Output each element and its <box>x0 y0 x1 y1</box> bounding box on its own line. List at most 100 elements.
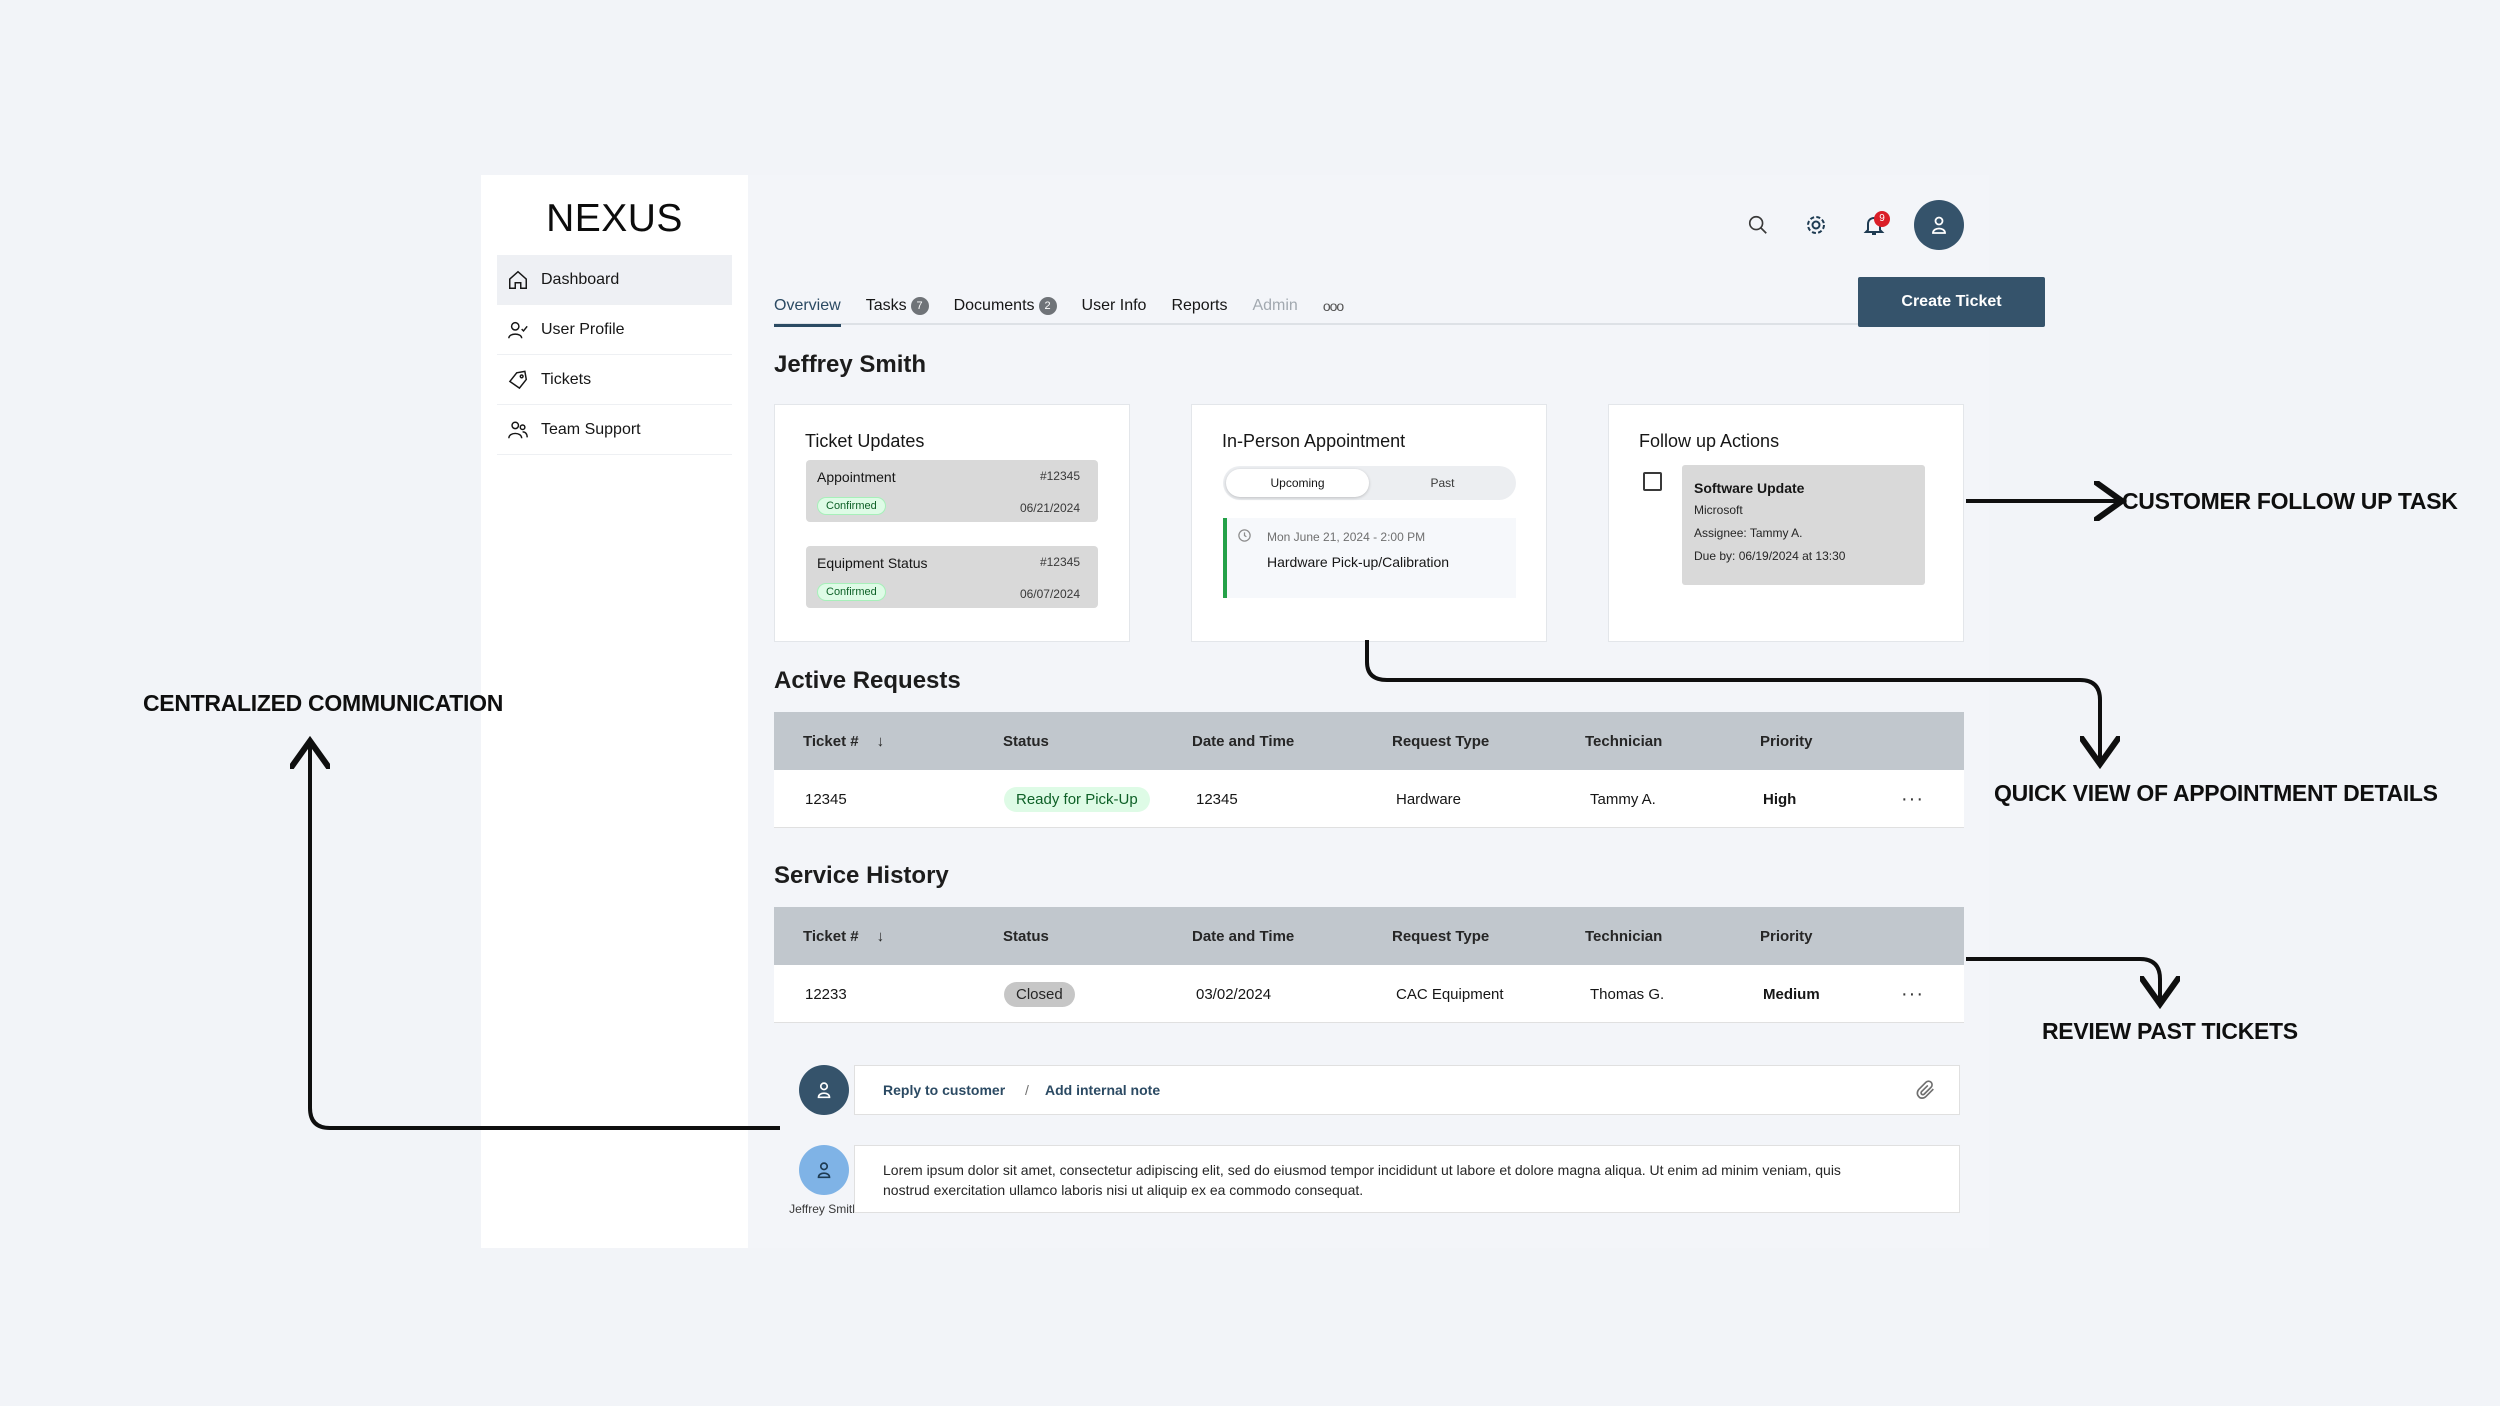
row-overflow-menu[interactable]: ··· <box>1901 982 1924 1005</box>
ticket-number: 12233 <box>805 985 847 1003</box>
tab-count-badge: 2 <box>1038 297 1057 315</box>
ticket-update-label: Appointment <box>817 469 896 485</box>
appointment-title: Hardware Pick-up/Calibration <box>1267 554 1450 570</box>
arrow-past-tickets <box>1966 957 2160 1000</box>
tab-label: Overview <box>774 297 841 314</box>
annotation-past-tickets: REVIEW PAST TICKETS <box>2042 1018 2298 1044</box>
gear-icon <box>1807 216 1825 234</box>
user-check-icon <box>508 321 528 338</box>
appointment-segmented-control: Upcoming Past <box>1223 466 1516 500</box>
task-due-date: Due by: 06/19/2024 at 13:30 <box>1694 549 1846 563</box>
table-header: Ticket # ↓ Status Date and Time Request T… <box>774 907 1964 965</box>
priority-cell: High <box>1763 790 1797 808</box>
logo: NEXUS <box>546 197 683 240</box>
ticket-icon <box>508 369 528 389</box>
task-title: Software Update <box>1694 480 1805 496</box>
ticket-update-id: #12345 <box>1039 555 1080 569</box>
tab-user-info[interactable]: User Info <box>1082 287 1147 325</box>
column-header-priority: Priority <box>1760 927 1813 945</box>
column-header-datetime: Date and Time <box>1192 732 1295 750</box>
card-title: Follow up Actions <box>1639 431 1780 451</box>
appointment-time: Mon June 21, 2024 - 2:00 PM <box>1267 530 1426 544</box>
agent-avatar <box>799 1065 849 1115</box>
tab-reports[interactable]: Reports <box>1171 287 1227 325</box>
status-cell: Ready for Pick-Up <box>1004 770 1150 828</box>
status-cell: Closed <box>1004 965 1075 1023</box>
task-assignee: Assignee: Tammy A. <box>1694 526 1803 540</box>
column-header-datetime: Date and Time <box>1192 927 1295 945</box>
column-header-request-type: Request Type <box>1392 927 1490 945</box>
tab-tasks[interactable]: Tasks 7 <box>866 287 929 325</box>
ticket-update-item[interactable]: Equipment Status #12345 Confirmed 06/07/… <box>806 546 1098 608</box>
tab-documents[interactable]: Documents 2 <box>954 287 1057 325</box>
ticket-update-item[interactable]: Appointment #12345 Confirmed 06/21/2024 <box>806 460 1098 522</box>
tab-bar: Overview Tasks 7 Documents 2 User Info Rep… <box>774 287 1963 327</box>
datetime-cell: 03/02/2024 <box>1196 985 1272 1003</box>
column-header-status: Status <box>1003 732 1049 750</box>
annotation-appointment: QUICK VIEW OF APPOINTMENT DETAILS <box>1994 780 2438 806</box>
datetime-cell: 12345 <box>1196 790 1238 808</box>
annotation-centralized: CENTRALIZED COMMUNICATION <box>143 690 504 716</box>
table-row[interactable]: 12233 Closed 03/02/2024 CAC Equipment Th… <box>774 965 1964 1023</box>
sidebar-item-label: Dashboard <box>541 270 620 288</box>
user-icon <box>817 1082 831 1099</box>
sidebar-item-user-profile[interactable]: User Profile <box>497 305 732 355</box>
create-ticket-button[interactable]: Create Ticket <box>1858 277 2045 327</box>
column-header-ticket[interactable]: Ticket # ↓ <box>803 907 884 965</box>
clock-icon <box>1238 529 1251 542</box>
table-header: Ticket # ↓ Status Date and Time Request T… <box>774 712 1964 770</box>
status-badge: Confirmed <box>817 497 886 515</box>
sidebar-item-team-support[interactable]: Team Support <box>497 405 732 455</box>
ticket-updates-card: Ticket Updates Appointment #12345 Confir… <box>774 404 1130 642</box>
sort-arrow-icon: ↓ <box>876 927 885 945</box>
task-company: Microsoft <box>1694 503 1743 517</box>
request-type-cell: CAC Equipment <box>1396 985 1504 1003</box>
column-header-request-type: Request Type <box>1392 732 1490 750</box>
ticket-update-date: 06/21/2024 <box>1019 501 1080 515</box>
card-title: In-Person Appointment <box>1222 431 1406 451</box>
customer-avatar-name: Jeffrey Smith <box>789 1202 859 1216</box>
sidebar-item-dashboard[interactable]: Dashboard <box>497 255 732 305</box>
ticket-number: 12345 <box>805 790 847 808</box>
table-row[interactable]: 12345 Ready for Pick-Up 12345 Hardware T… <box>774 770 1964 828</box>
reply-to-customer-link[interactable]: Reply to customer <box>883 1082 1006 1098</box>
column-label: Ticket # <box>803 927 859 945</box>
tab-label: User Info <box>1081 297 1147 314</box>
column-header-ticket[interactable]: Ticket # ↓ <box>803 712 884 770</box>
sidebar-item-label: Team Support <box>541 420 641 438</box>
settings-button[interactable] <box>1796 205 1836 245</box>
notifications-button[interactable]: 9 <box>1854 205 1894 245</box>
add-internal-note-link[interactable]: Add internal note <box>1045 1082 1161 1098</box>
tab-label: Admin <box>1252 297 1298 314</box>
segment-past[interactable]: Past <box>1430 476 1455 490</box>
card-title: Ticket Updates <box>805 431 925 451</box>
tab-label: Reports <box>1171 297 1228 314</box>
sort-arrow-icon: ↓ <box>876 732 885 750</box>
active-requests-table: Ticket # ↓ Status Date and Time Request T… <box>774 712 1964 828</box>
profile-avatar-button[interactable] <box>1914 200 1964 250</box>
tab-overview[interactable]: Overview <box>774 287 841 327</box>
ticket-update-date: 06/07/2024 <box>1019 587 1080 601</box>
segment-upcoming[interactable]: Upcoming <box>1226 469 1369 497</box>
row-overflow-menu[interactable]: ··· <box>1901 787 1924 810</box>
follow-up-task[interactable]: Software Update Microsoft Assignee: Tamm… <box>1682 465 1925 585</box>
search-button[interactable] <box>1738 205 1778 245</box>
column-header-priority: Priority <box>1760 732 1813 750</box>
appointment-card: In-Person Appointment Upcoming Past Mon … <box>1191 404 1547 642</box>
ticket-update-id: #12345 <box>1039 469 1080 483</box>
annotation-follow-up: CUSTOMER FOLLOW UP TASK <box>2122 488 2458 514</box>
message-text: Lorem ipsum dolor sit amet, consectetur … <box>883 1162 1841 1198</box>
search-icon <box>1748 215 1767 234</box>
tab-label: Documents <box>953 297 1035 314</box>
tab-admin[interactable]: Admin <box>1252 287 1297 325</box>
task-checkbox[interactable] <box>1643 472 1662 491</box>
user-icon <box>1932 216 1946 234</box>
sidebar-item-tickets[interactable]: Tickets <box>497 355 732 405</box>
attachment-icon[interactable] <box>1915 1079 1937 1101</box>
tab-label: Tasks <box>865 297 907 314</box>
appointment-item[interactable]: Mon June 21, 2024 - 2:00 PM Hardware Pic… <box>1223 518 1516 598</box>
status-badge: Ready for Pick-Up <box>1004 786 1150 812</box>
service-history-table: Ticket # ↓ Status Date and Time Request T… <box>774 907 1964 1023</box>
tab-more[interactable]: ooo <box>1323 287 1344 325</box>
header-actions: 9 <box>1720 200 1964 250</box>
